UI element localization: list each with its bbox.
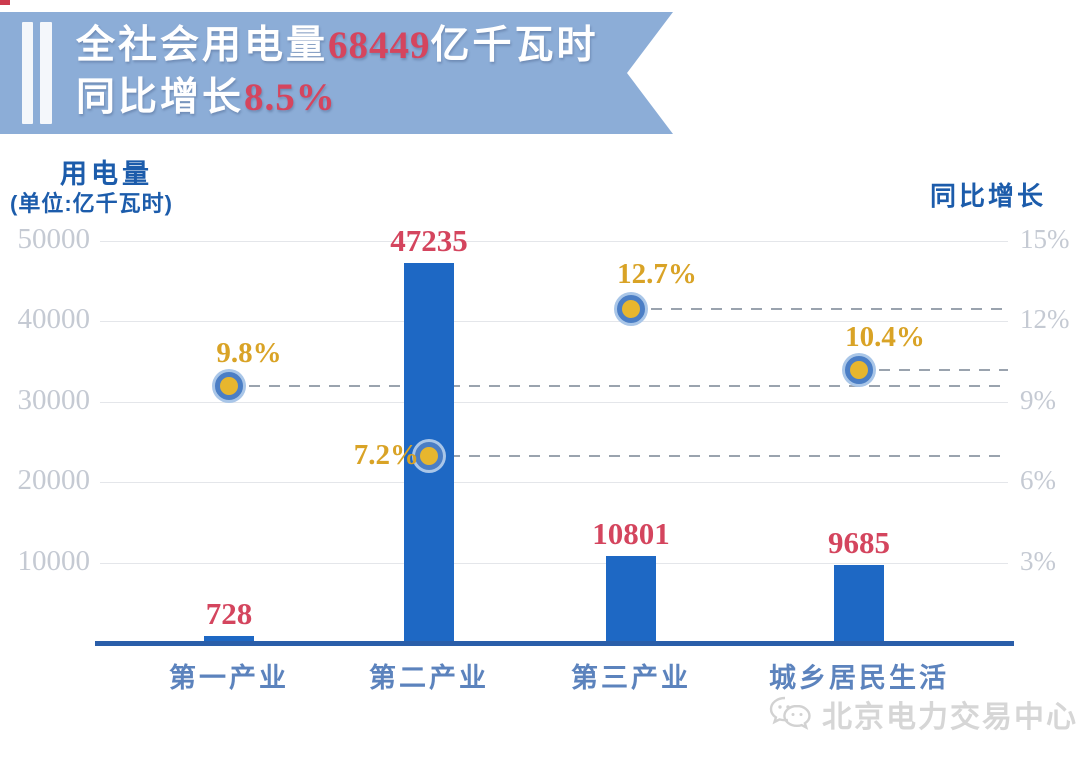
growth-marker xyxy=(415,442,443,471)
bar-value-label: 10801 xyxy=(592,516,670,551)
watermark: 北京电力交易中心 xyxy=(768,692,1078,736)
growth-value-label: 10.4% xyxy=(845,321,925,354)
y-axis-tick-left: 40000 xyxy=(17,303,91,336)
left-axis-unit: (单位:亿千瓦时) xyxy=(10,191,173,216)
growth-leader-dash xyxy=(631,307,1008,310)
title-banner: 全社会用电量68449亿千瓦时 同比增长8.5% xyxy=(0,12,673,134)
y-axis-tick-left: 30000 xyxy=(17,383,91,416)
wechat-icon xyxy=(769,696,811,730)
x-axis-category-label: 城乡居民生活 xyxy=(769,663,949,693)
growth-marker xyxy=(845,356,873,385)
bar-value-label: 9685 xyxy=(828,525,890,560)
growth-marker xyxy=(617,294,645,323)
banner-total-value: 68449 xyxy=(328,24,431,67)
growth-leader-dash xyxy=(229,385,1008,388)
banner-growth-value: 8.5% xyxy=(244,76,336,119)
bar-1 xyxy=(204,636,254,643)
growth-leader-dash xyxy=(859,369,1008,372)
bar-4 xyxy=(834,565,884,643)
banner-title: 全社会用电量68449亿千瓦时 同比增长8.5% xyxy=(76,20,599,124)
y-axis-tick-left: 20000 xyxy=(17,464,91,497)
banner-line2-prefix: 同比增长 xyxy=(76,76,245,119)
y-axis-tick-left: 10000 xyxy=(17,544,91,577)
y-axis-tick-right: 3% xyxy=(1020,545,1056,576)
growth-marker xyxy=(215,372,243,401)
bar-3 xyxy=(606,556,656,643)
bar-value-label: 728 xyxy=(205,596,253,631)
banner-line2: 同比增长8.5% xyxy=(76,72,599,124)
y-axis-tick-left: 50000 xyxy=(17,223,91,255)
banner-stripe-icon xyxy=(40,22,52,124)
banner-line1-prefix: 全社会用电量 xyxy=(76,24,329,67)
left-axis-title: 用电量 xyxy=(60,159,153,189)
growth-value-label: 9.8% xyxy=(216,337,282,370)
y-axis-tick-right: 6% xyxy=(1020,465,1056,496)
growth-value-label: 12.7% xyxy=(617,257,697,290)
x-axis-category-label: 第一产业 xyxy=(169,663,289,693)
banner-stripe-icon xyxy=(22,22,33,124)
bar-value-label: 47235 xyxy=(390,223,468,258)
gridline xyxy=(100,321,1008,323)
x-axis-category-label: 第三产业 xyxy=(571,663,691,693)
gridline xyxy=(100,562,1008,564)
gridline xyxy=(100,482,1008,484)
growth-leader-dash xyxy=(429,455,1008,458)
right-axis-title: 同比增长 xyxy=(930,181,1047,211)
y-axis-tick-right: 9% xyxy=(1020,384,1056,415)
corner-red-mark xyxy=(0,0,10,5)
gridline xyxy=(100,241,1008,242)
y-axis-tick-right: 15% xyxy=(1020,224,1070,254)
gridline xyxy=(100,401,1008,403)
banner-line1-suffix: 亿千瓦时 xyxy=(430,24,599,67)
x-axis-baseline xyxy=(95,641,1014,646)
y-axis-tick-right: 12% xyxy=(1020,304,1070,335)
banner-line1: 全社会用电量68449亿千瓦时 xyxy=(76,20,599,72)
x-axis-category-label: 第二产业 xyxy=(369,663,489,693)
watermark-text: 北京电力交易中心 xyxy=(822,701,1078,734)
growth-value-label: 7.2% xyxy=(353,439,419,472)
